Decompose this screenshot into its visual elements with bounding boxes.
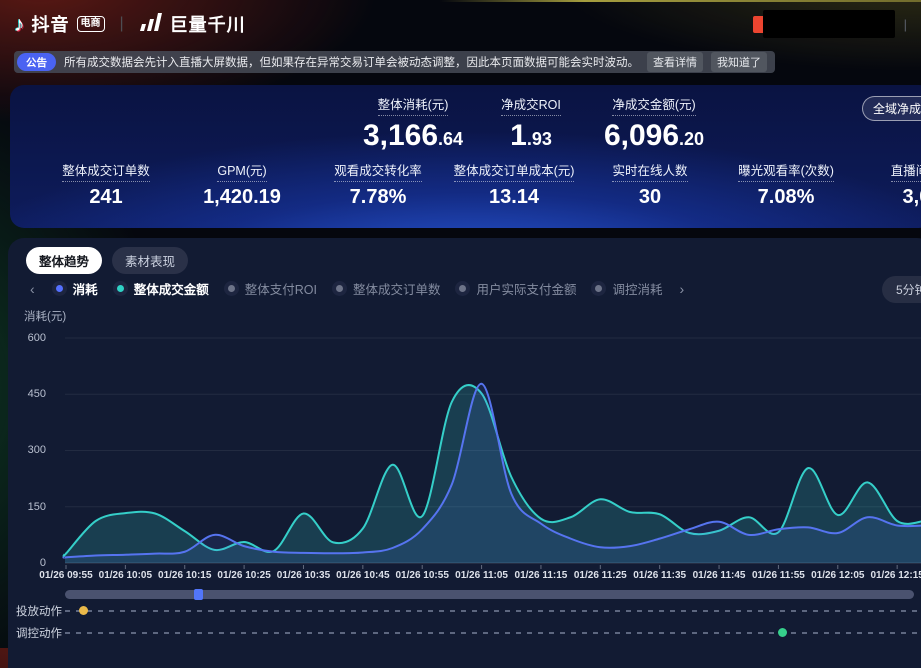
- legend-item-user-paid[interactable]: 用户实际支付金额: [455, 279, 576, 298]
- scope-selector[interactable]: 全域净成交数据 ∨: [862, 96, 921, 121]
- granularity-selector[interactable]: 5分钟粒度: [882, 276, 921, 303]
- metric-exposure-view-rate: 曝光观看率(次数) 7.08%: [718, 160, 854, 209]
- x-axis-tick: 01/26 09:55: [39, 570, 93, 581]
- metric-gpm: GPM(元) 1,420.19: [174, 160, 310, 209]
- ecommerce-badge: 电商: [76, 16, 105, 32]
- topbar-divider: |: [903, 16, 907, 32]
- legend-item-adjusted-consumption[interactable]: 调控消耗: [591, 279, 662, 298]
- topbar-right: 中 | 2小时53分钟 |: [753, 10, 907, 38]
- adjustment-action-timeline: [65, 628, 921, 637]
- y-axis-title: 消耗(元): [24, 311, 67, 323]
- douyin-note-icon: ♪: [14, 12, 25, 36]
- legend-dot-icon: [331, 281, 347, 296]
- metric-label: 整体消耗(元): [377, 94, 449, 116]
- x-axis-tick: 01/26 10:15: [158, 570, 212, 581]
- trend-chart: [62, 337, 921, 569]
- y-axis-tick: 450: [27, 388, 46, 400]
- x-axis-tick: 01/26 11:15: [514, 570, 568, 581]
- scope-selector-label: 全域净成交数据: [873, 102, 921, 116]
- metric-live-room-total: 直播间整体 3,09: [854, 160, 921, 209]
- x-axis-tick: 01/26 12:05: [811, 570, 865, 581]
- action-dot[interactable]: [778, 628, 787, 637]
- x-axis-tick: 01/26 10:45: [336, 570, 390, 581]
- metric-value: 1.93: [510, 119, 552, 152]
- legend-dot-icon: [591, 281, 607, 296]
- y-axis-tick: 150: [27, 501, 46, 513]
- legend-item-order-count[interactable]: 整体成交订单数: [331, 279, 440, 298]
- legend-dot-icon: [51, 281, 67, 296]
- x-axis-tick: 01/26 11:45: [692, 570, 746, 581]
- legend-item-consumption[interactable]: 消耗: [51, 279, 98, 298]
- x-axis-tick: 01/26 10:05: [98, 570, 153, 581]
- legend-dot-icon: [112, 281, 128, 296]
- notice-badge: 公告: [17, 53, 56, 71]
- action-row-adjustment: 调控动作: [8, 624, 921, 640]
- douyin-wordmark: 抖音: [31, 15, 70, 35]
- acknowledge-button[interactable]: 我知道了: [711, 52, 767, 72]
- top-edge-glow: [440, 0, 921, 2]
- metrics-panel: 全域净成交数据 ∨ 整体消耗(元) 3,166.64 净成交ROI 1.93 净…: [10, 85, 921, 228]
- metric-online-users: 实时在线人数 30: [582, 160, 718, 209]
- legend-item-pay-roi[interactable]: 整体支付ROI: [223, 279, 317, 298]
- notice-text: 所有成交数据会先计入直播大屏数据，但如果存在异常交易订单会被动态调整，因此本页面…: [64, 57, 639, 69]
- qianchuan-logo-icon: [139, 12, 163, 37]
- chart-legend: ‹ 消耗 整体成交金额 整体支付ROI 整体成交订单数 用户实际支付金额 调控消…: [28, 279, 686, 298]
- x-axis-tick: 01/26 11:55: [751, 570, 805, 581]
- legend-dot-icon: [223, 281, 239, 296]
- x-axis-tick: 01/26 11:25: [573, 570, 627, 581]
- x-axis-tick: 01/26 11:35: [633, 570, 687, 581]
- metric-view-conversion-rate: 观看成交转化率 7.78%: [310, 160, 446, 209]
- x-axis-tick: 01/26 10:35: [276, 570, 331, 581]
- top-bar: ♪ 抖音 电商 | 巨量千川 中 | 2小时53分钟 |: [0, 0, 921, 48]
- metric-order-cost: 整体成交订单成本(元) 13.14: [446, 160, 582, 209]
- delivery-action-timeline: [65, 606, 921, 615]
- action-dot[interactable]: [79, 606, 88, 615]
- x-axis-tick: 01/26 12:15: [870, 570, 921, 581]
- metric-net-roi: 净成交ROI 1.93: [492, 94, 570, 153]
- view-details-button[interactable]: 查看详情: [647, 52, 703, 72]
- x-axis-tick: 01/26 10:55: [395, 570, 449, 581]
- metric-label: 净成交金额(元): [612, 94, 696, 116]
- tab-material[interactable]: 素材表现: [112, 247, 189, 274]
- y-axis-tick: 600: [27, 332, 46, 344]
- legend-dot-icon: [455, 281, 471, 296]
- y-axis-tick: 300: [27, 444, 46, 456]
- legend-item-gmv[interactable]: 整体成交金额: [112, 279, 209, 298]
- metric-value: 3,166.64: [362, 119, 464, 152]
- x-axis-tick: 01/26 11:05: [455, 570, 508, 581]
- metric-label: 净成交ROI: [501, 94, 561, 116]
- brand-divider: |: [119, 15, 124, 32]
- trend-card: 整体趋势 素材表现 ‹ 消耗 整体成交金额 整体支付ROI 整体成交订单数 用户…: [8, 238, 921, 668]
- metric-overall-consumption: 整体消耗(元) 3,166.64: [348, 94, 478, 153]
- legend-prev-arrow[interactable]: ‹: [30, 280, 35, 297]
- redacted-block: [762, 10, 895, 38]
- chart-scrollbar[interactable]: [65, 589, 914, 600]
- action-row-delivery: 投放动作: [8, 602, 921, 618]
- y-axis-tick: 0: [39, 557, 46, 569]
- scrollbar-handle[interactable]: [194, 589, 203, 600]
- legend-next-arrow[interactable]: ›: [679, 280, 685, 297]
- metric-value: 6,096.20: [603, 119, 705, 152]
- metric-net-gmv: 净成交金额(元) 6,096.20: [584, 94, 724, 153]
- qianchuan-wordmark: 巨量千川: [169, 15, 246, 35]
- x-axis-tick: 01/26 10:25: [217, 570, 271, 581]
- small-metrics-row: 整体成交订单数 241 GPM(元) 1,420.19 观看成交转化率 7.78…: [38, 160, 921, 209]
- tabs: 整体趋势 素材表现: [26, 247, 189, 274]
- metric-order-count: 整体成交订单数 241: [38, 160, 174, 209]
- tab-overall-trend[interactable]: 整体趋势: [26, 247, 103, 274]
- big-metrics-row: 整体消耗(元) 3,166.64 净成交ROI 1.93 净成交金额(元) 6,…: [348, 94, 724, 153]
- notice-bar: 公告 所有成交数据会先计入直播大屏数据，但如果存在异常交易订单会被动态调整，因此…: [14, 51, 775, 73]
- brand-logo[interactable]: ♪ 抖音 电商 | 巨量千川: [14, 11, 246, 37]
